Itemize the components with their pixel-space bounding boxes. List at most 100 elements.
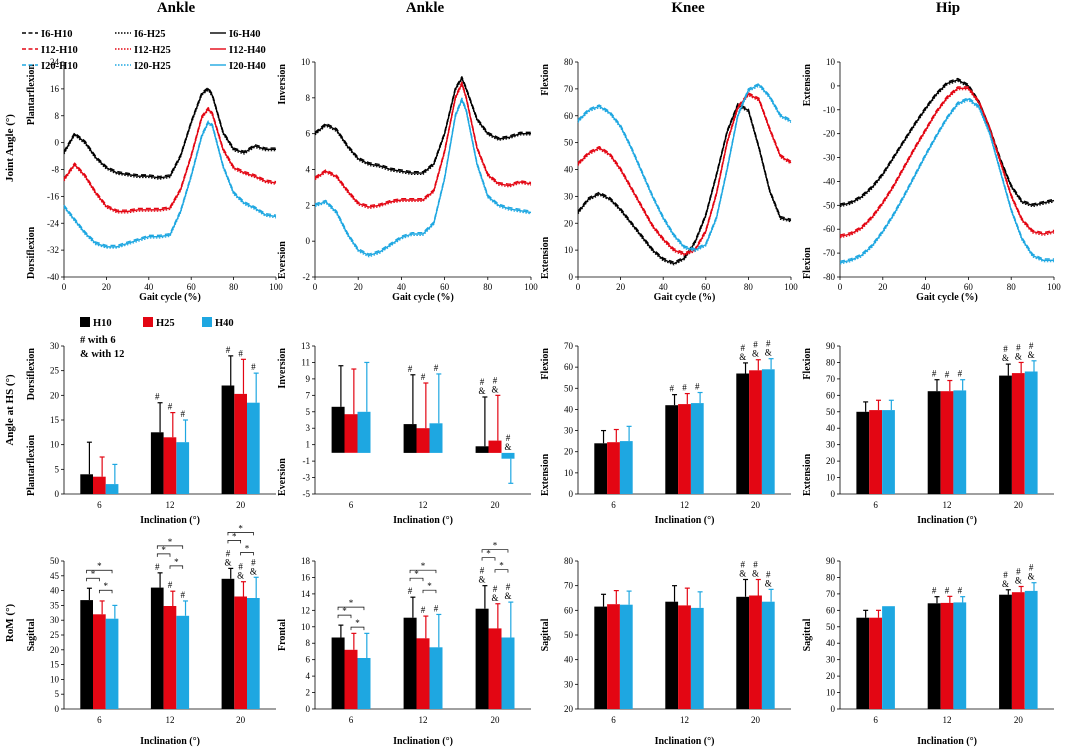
bar-h25-20 xyxy=(234,393,247,494)
x-tick-label: 80 xyxy=(744,282,754,292)
y-tick-label: 14 xyxy=(301,589,311,599)
bar-h40-12 xyxy=(953,602,967,709)
series-line-i6-h25 xyxy=(839,80,1055,208)
y-tick-label: 20 xyxy=(50,645,60,655)
bar-h25-6 xyxy=(869,410,882,494)
y-tick-label: -50 xyxy=(823,200,835,210)
bar-h40-6 xyxy=(882,606,895,709)
bar-h10-12 xyxy=(403,617,417,709)
sig-mark-vs-12: & xyxy=(1028,350,1035,360)
x-tick-label: 20 xyxy=(616,282,626,292)
bar-h25-20 xyxy=(749,370,762,494)
panel-ankle_sagittal_hs: 0 5 10 15 20 25 30 6 12 # # #20 # # # Dorsiflexion Plant… xyxy=(26,341,276,526)
y-tick-label: 5 xyxy=(55,464,60,474)
x-tick-label: 40 xyxy=(921,282,931,292)
sig-mark-vs-6: # xyxy=(408,364,413,374)
significance-star: * xyxy=(414,569,419,579)
series-line-i20-h40 xyxy=(839,98,1054,264)
sig-mark-vs-12: & xyxy=(1002,353,1009,363)
sig-mark-vs-6: # xyxy=(493,375,498,385)
sig-mark-vs-12: & xyxy=(479,386,486,396)
y-tick-label: -80 xyxy=(823,272,835,282)
y-tick-label: 0 xyxy=(569,272,574,282)
y-label: Frontal xyxy=(277,619,288,651)
significance-star: * xyxy=(232,531,237,541)
y-label-top: Extension xyxy=(802,64,813,107)
significance-bracket xyxy=(350,626,365,631)
y-label-bottom: Eversion xyxy=(277,241,288,279)
y-tick-label: -70 xyxy=(823,248,835,258)
y-tick-label: 18 xyxy=(301,556,311,566)
y-tick-label: -3 xyxy=(303,473,311,483)
bar-h40-12 xyxy=(429,423,443,453)
x-category-label: 12 xyxy=(166,500,175,510)
bar-h10-20 xyxy=(475,446,489,453)
y-tick-label: 20 xyxy=(564,447,574,457)
y-tick-label: 40 xyxy=(564,404,574,414)
y-tick-label: 8 xyxy=(306,638,311,648)
x-tick-label: 0 xyxy=(62,282,67,292)
bar-h25-12 xyxy=(416,638,430,709)
y-tick-label: -40 xyxy=(823,176,835,186)
bar-h40-6 xyxy=(357,658,371,709)
y-label: Sagittal xyxy=(540,618,551,651)
significance-star: * xyxy=(245,543,250,553)
row-label-angle-at-hs: Angle at HS (°) xyxy=(4,374,16,446)
y-tick-label: 2 xyxy=(306,200,311,210)
bar-h10-20 xyxy=(999,594,1012,709)
y-tick-label: 4 xyxy=(306,671,311,681)
significance-star: * xyxy=(499,561,504,571)
significance-bracket xyxy=(156,545,184,549)
y-tick-label: 24 xyxy=(50,57,60,67)
y-tick-label: 2 xyxy=(306,688,311,698)
bar-h40-6 xyxy=(619,604,633,709)
y-tick-label: 25 xyxy=(50,630,60,640)
y-tick-label: 5 xyxy=(55,689,60,699)
sig-mark-vs-12: & xyxy=(250,566,257,576)
bar-h40-12 xyxy=(690,607,704,709)
bar-h25-6 xyxy=(607,442,620,494)
y-tick-label: 10 xyxy=(50,440,60,450)
series-line-i20-h10 xyxy=(577,82,792,250)
x-tick-label: 40 xyxy=(144,282,154,292)
col-title-hip: Hip xyxy=(936,0,960,16)
y-label-bottom: Eversion xyxy=(277,458,288,496)
x-label: Gait cycle (%) xyxy=(916,292,978,303)
sig-mark-vs-6: # xyxy=(740,560,745,570)
y-tick-label: 60 xyxy=(564,111,574,121)
bar-h40-6 xyxy=(882,410,895,494)
legend-label-i20-h25: I20-H25 xyxy=(134,61,171,72)
y-tick-label: 10 xyxy=(50,674,60,684)
y-tick-label: 40 xyxy=(826,638,836,648)
bar-h25-12 xyxy=(163,437,177,494)
bar-h10-6 xyxy=(331,406,345,453)
sig-mark-vs-6: # xyxy=(932,586,937,596)
significance-star: * xyxy=(91,569,96,579)
sig-mark-vs-6: # xyxy=(740,343,745,353)
bar-h40-6 xyxy=(105,618,119,709)
significance-bracket xyxy=(337,614,352,619)
significance-bracket xyxy=(156,553,171,557)
series-line-i12-h40 xyxy=(314,82,532,208)
y-tick-label: 12 xyxy=(301,605,310,615)
x-tick-label: 60 xyxy=(701,282,711,292)
x-tick-label: 0 xyxy=(576,282,581,292)
bar-h25-6 xyxy=(344,414,358,453)
sig-mark-vs-6: # xyxy=(958,369,963,379)
y-tick-label: 50 xyxy=(50,556,60,566)
y-tick-label: 5 xyxy=(306,407,311,417)
x-category-label: 12 xyxy=(943,500,952,510)
bar-h25-6 xyxy=(93,614,106,709)
y-tick-label: 20 xyxy=(50,390,60,400)
sig-mark-vs-6: # xyxy=(434,363,439,373)
y-tick-label: -40 xyxy=(47,272,59,282)
x-category-label: 6 xyxy=(349,715,354,725)
bar-h10-12 xyxy=(927,603,941,709)
sig-mark-vs-12: & xyxy=(752,349,759,359)
panel-ankle_sagittal_curve: -40 -32 -24 -16 -8 0 8 16 24 0 20 40 60 80 100 Plantarf… xyxy=(26,57,283,303)
